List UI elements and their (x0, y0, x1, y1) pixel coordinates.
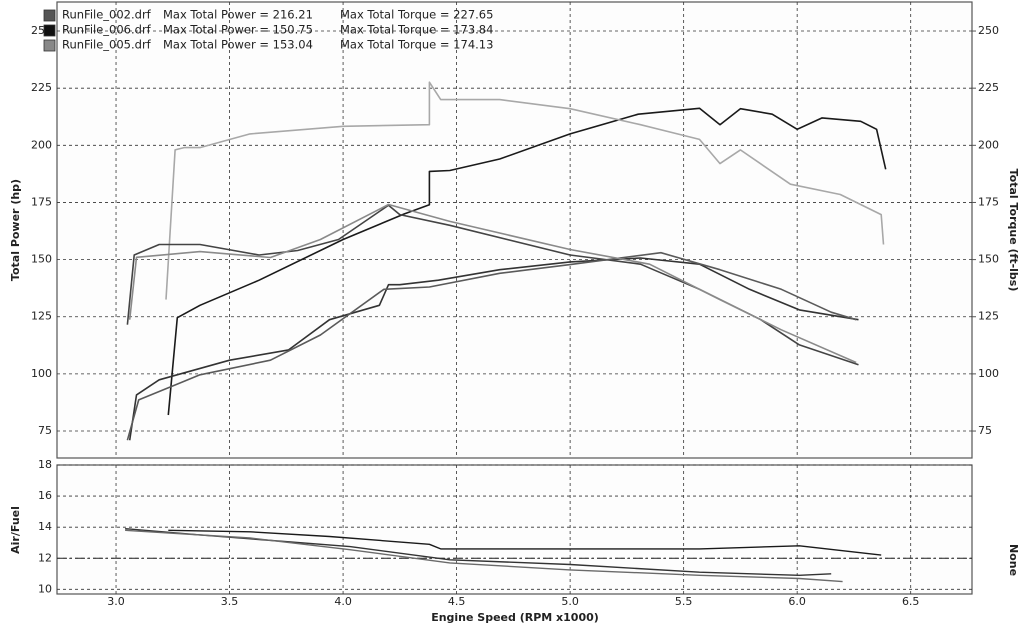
data-line (126, 251, 857, 441)
legend-name: RunFile_002.drf (62, 8, 152, 22)
x-axis-title: Engine Speed (RPM x1000) (431, 611, 599, 624)
y2-tick-label: 100 (978, 367, 999, 380)
y-tick-label: 16 (38, 489, 52, 502)
y-tick-label: 175 (31, 195, 52, 208)
legend-torque: Max Total Torque = 227.65 (340, 8, 493, 22)
y-tick-label: 18 (38, 458, 52, 471)
x-tick-label: 5.5 (675, 595, 693, 608)
y-tick-label: 100 (31, 367, 52, 380)
y-axis-title: Total Power (hp) (9, 179, 22, 281)
afr-y2-axis-title: None (1007, 544, 1020, 576)
legend-power: Max Total Power = 150.75 (163, 23, 313, 37)
data-line (128, 203, 857, 364)
x-tick-label: 3.0 (107, 595, 125, 608)
x-tick-label: 6.5 (902, 595, 920, 608)
y2-tick-label: 75 (978, 424, 992, 437)
y2-tick-label: 125 (978, 310, 999, 323)
legend-swatch (43, 9, 56, 22)
x-tick-label: 3.5 (221, 595, 239, 608)
y-tick-label: 125 (31, 310, 52, 323)
legend-power: Max Total Power = 216.21 (163, 8, 313, 22)
y-tick-label: 12 (38, 551, 52, 564)
data-line (165, 81, 885, 300)
y2-tick-label: 175 (978, 195, 999, 208)
x-tick-label: 4.5 (448, 595, 466, 608)
x-tick-label: 5.0 (561, 595, 579, 608)
y-tick-label: 14 (38, 520, 52, 533)
x-tick-label: 4.0 (334, 595, 352, 608)
y2-tick-label: 225 (978, 81, 999, 94)
data-line (168, 529, 882, 556)
y2-tick-label: 150 (978, 253, 999, 266)
x-tick-label: 6.0 (788, 595, 806, 608)
y2-tick-label: 200 (978, 138, 999, 151)
legend-torque: Max Total Torque = 173.84 (340, 23, 493, 37)
y-tick-label: 200 (31, 138, 52, 151)
legend-power: Max Total Power = 153.04 (163, 38, 313, 52)
data-line (128, 257, 859, 441)
y2-tick-label: 250 (978, 24, 999, 37)
legend-name: RunFile_006.drf (62, 23, 152, 37)
y-tick-label: 10 (38, 582, 52, 595)
data-line (125, 529, 843, 583)
afr-axis-title: Air/Fuel (9, 506, 22, 554)
legend-swatch (43, 24, 56, 37)
legend-swatch (43, 39, 56, 52)
afr-panel (56, 464, 973, 595)
y-tick-label: 75 (38, 424, 52, 437)
legend-torque: Max Total Torque = 174.13 (340, 38, 493, 52)
y2-axis-title: Total Torque (ft-lbs) (1007, 169, 1020, 292)
y-tick-label: 150 (31, 253, 52, 266)
y-tick-label: 225 (31, 81, 52, 94)
power-panel (56, 1, 973, 459)
legend-name: RunFile_005.drf (62, 38, 152, 52)
data-line (167, 107, 887, 416)
